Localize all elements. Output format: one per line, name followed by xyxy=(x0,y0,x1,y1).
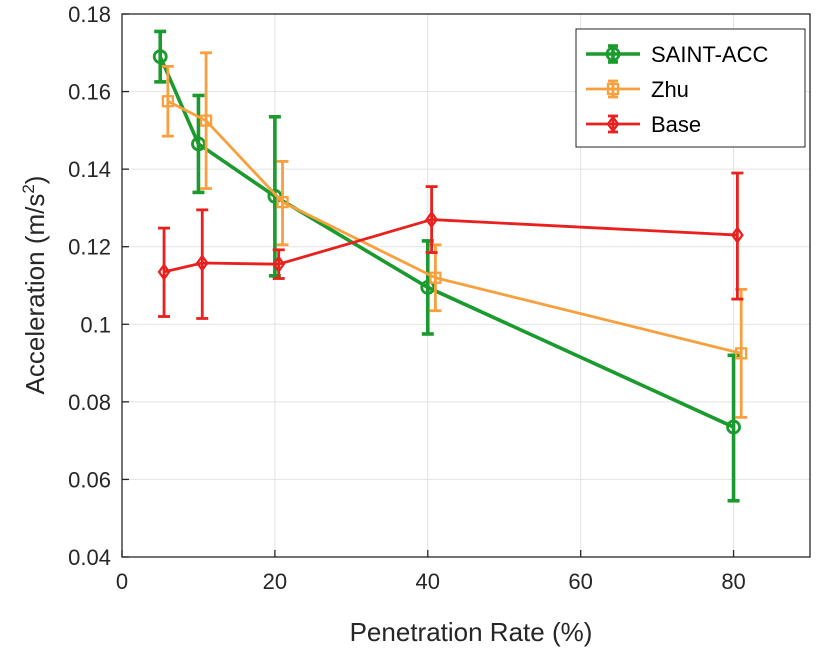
x-tick-label: 0 xyxy=(116,569,128,594)
x-tick-label: 20 xyxy=(263,569,287,594)
legend-marker xyxy=(606,82,620,96)
data-point-marker xyxy=(429,271,442,284)
y-tick-label: 0.1 xyxy=(80,312,111,337)
data-point-marker xyxy=(420,280,436,295)
y-axis-title-main: Acceleration (m/s xyxy=(20,194,50,395)
y-tick-label: 0.18 xyxy=(68,2,111,27)
y-tick-label: 0.04 xyxy=(68,545,111,570)
legend-swatch-0 xyxy=(586,44,640,64)
data-point-marker xyxy=(199,114,213,127)
data-series xyxy=(152,29,748,503)
error-bar xyxy=(158,226,171,318)
data-point-marker xyxy=(272,255,286,274)
legend-marker xyxy=(605,46,621,62)
legend-entries xyxy=(586,44,640,134)
legend-label-base: Base xyxy=(651,112,701,137)
y-tick-label: 0.16 xyxy=(68,80,111,105)
error-bar xyxy=(161,64,174,138)
error-bar xyxy=(154,29,167,84)
data-point-marker xyxy=(276,195,289,209)
y-tick-label: 0.14 xyxy=(68,157,111,182)
x-axis-title: Penetration Rate (%) xyxy=(350,617,593,647)
plot-area-border xyxy=(121,13,811,558)
y-axis-title: Acceleration (m/s2) xyxy=(19,176,50,395)
data-point-marker xyxy=(735,347,748,360)
x-tick-label: 60 xyxy=(568,569,592,594)
data-point-marker xyxy=(195,254,209,272)
data-point-marker xyxy=(425,210,439,229)
error-bar xyxy=(731,171,744,301)
data-point-marker xyxy=(726,419,741,435)
legend-marker xyxy=(606,115,620,133)
x-tick-label: 80 xyxy=(721,569,745,594)
series-2 xyxy=(157,171,744,320)
data-point-marker xyxy=(161,95,175,108)
legend-swatch-1 xyxy=(586,79,640,99)
error-bar xyxy=(272,248,285,280)
y-tick-label: 0.12 xyxy=(68,235,111,260)
data-point-marker xyxy=(730,226,744,245)
error-bar xyxy=(196,208,209,320)
axis-ticks: 0 20 40 60 80 0.04 0.06 0.08 0.1 0.12 0.14 0.16 0.18 xyxy=(68,2,746,594)
series-1 xyxy=(161,51,748,419)
error-bar xyxy=(192,93,205,195)
y-axis-title-superscript: 2 xyxy=(19,184,38,193)
legend-swatch-2 xyxy=(586,114,640,134)
legend-label-saint-acc: SAINT-ACC xyxy=(651,42,768,67)
y-tick-label: 0.06 xyxy=(68,467,111,492)
error-bar xyxy=(200,51,213,190)
data-point-marker xyxy=(191,136,206,152)
y-tick-label: 0.08 xyxy=(68,390,111,415)
data-point-marker xyxy=(157,262,171,281)
legend: SAINT-ACC Zhu Base xyxy=(575,28,806,148)
error-bar xyxy=(276,159,289,247)
error-bar xyxy=(727,353,740,503)
error-bar xyxy=(425,185,438,254)
legend-label-zhu: Zhu xyxy=(651,77,689,102)
y-axis-title-end: ) xyxy=(20,176,50,185)
x-tick-label: 40 xyxy=(416,569,440,594)
data-point-marker xyxy=(152,49,168,65)
